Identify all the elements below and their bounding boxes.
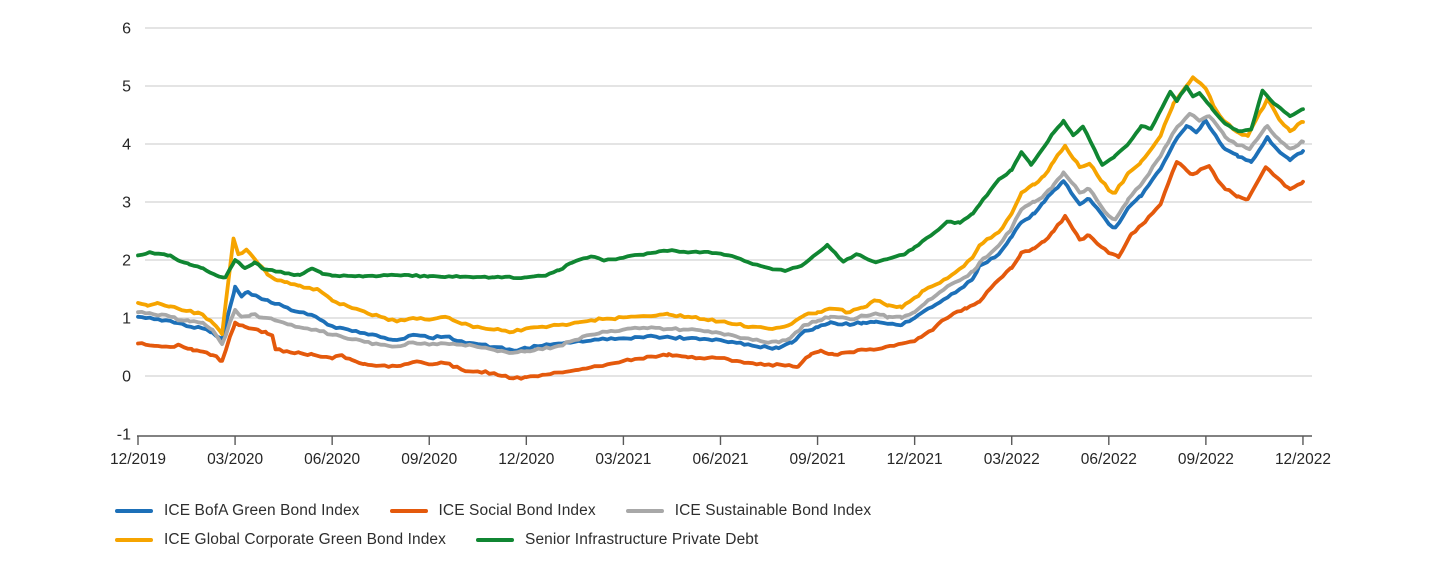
legend-swatch — [476, 538, 514, 542]
x-tick-label: 06/2021 — [692, 451, 748, 468]
legend-swatch — [115, 538, 153, 542]
x-tick-label: 09/2022 — [1178, 451, 1234, 468]
x-tick-label: 12/2022 — [1275, 451, 1331, 468]
x-tick-label: 09/2021 — [790, 451, 846, 468]
x-tick-label: 12/2021 — [887, 451, 943, 468]
series-line-senior-infrastructure-private-debt — [136, 84, 1305, 280]
x-tick-label: 06/2020 — [304, 451, 360, 468]
chart-legend: ICE BofA Green Bond Index ICE Social Bond… — [115, 501, 925, 550]
y-tick-label: 6 — [122, 21, 131, 38]
x-tick-label: 12/2019 — [110, 451, 166, 468]
x-tick-label: 03/2020 — [207, 451, 263, 468]
legend-label: ICE BofA Green Bond Index — [164, 502, 360, 519]
x-tick-label: 03/2021 — [595, 451, 651, 468]
legend-swatch — [389, 509, 428, 513]
x-tick-label: 12/2020 — [498, 451, 554, 468]
y-tick-label: 4 — [122, 137, 131, 154]
x-tick-label: 06/2022 — [1081, 451, 1137, 468]
legend-item-ice-social-bond-index: ICE Social Bond Index — [389, 501, 596, 521]
y-tick-label: 3 — [122, 195, 131, 212]
series-line-ice-social-bond-index — [136, 160, 1305, 381]
y-tick-label: 1 — [122, 311, 131, 328]
y-tick-label: 5 — [122, 79, 131, 96]
series-line-ice-sustainable-bond-index — [136, 111, 1305, 355]
legend-label: ICE Global Corporate Green Bond Index — [164, 531, 446, 548]
y-tick-label: 0 — [122, 369, 131, 386]
legend-item-ice-sustainable-bond-index: ICE Sustainable Bond Index — [625, 501, 872, 521]
legend-item-ice-bofa-green-bond-index: ICE BofA Green Bond Index — [115, 501, 360, 521]
legend-label: ICE Sustainable Bond Index — [674, 502, 872, 519]
series-line-ice-global-corporate-green-bond-index — [136, 75, 1305, 337]
series-line-ice-bofa-green-bond-index — [136, 118, 1305, 353]
gridlines — [145, 27, 1312, 377]
y-tick-label: 2 — [122, 253, 131, 270]
x-tick-label: 03/2022 — [984, 451, 1040, 468]
legend-label: Senior Infrastructure Private Debt — [525, 531, 759, 548]
legend-item-ice-global-corporate-green-bond-index: ICE Global Corporate Green Bond Index — [115, 530, 446, 550]
legend-swatch — [115, 509, 153, 513]
y-tick-label: -1 — [117, 427, 131, 444]
legend-item-senior-infrastructure-private-debt: Senior Infrastructure Private Debt — [476, 530, 758, 550]
y-axis-labels: 6 5 4 3 2 1 0 -1 — [117, 21, 131, 444]
legend-swatch — [625, 509, 664, 513]
x-axis: 12/2019 03/2020 06/2020 09/2020 12/2020 03/20… — [110, 435, 1331, 468]
x-tick-label: 09/2020 — [401, 451, 457, 468]
legend-label: ICE Social Bond Index — [438, 502, 596, 519]
